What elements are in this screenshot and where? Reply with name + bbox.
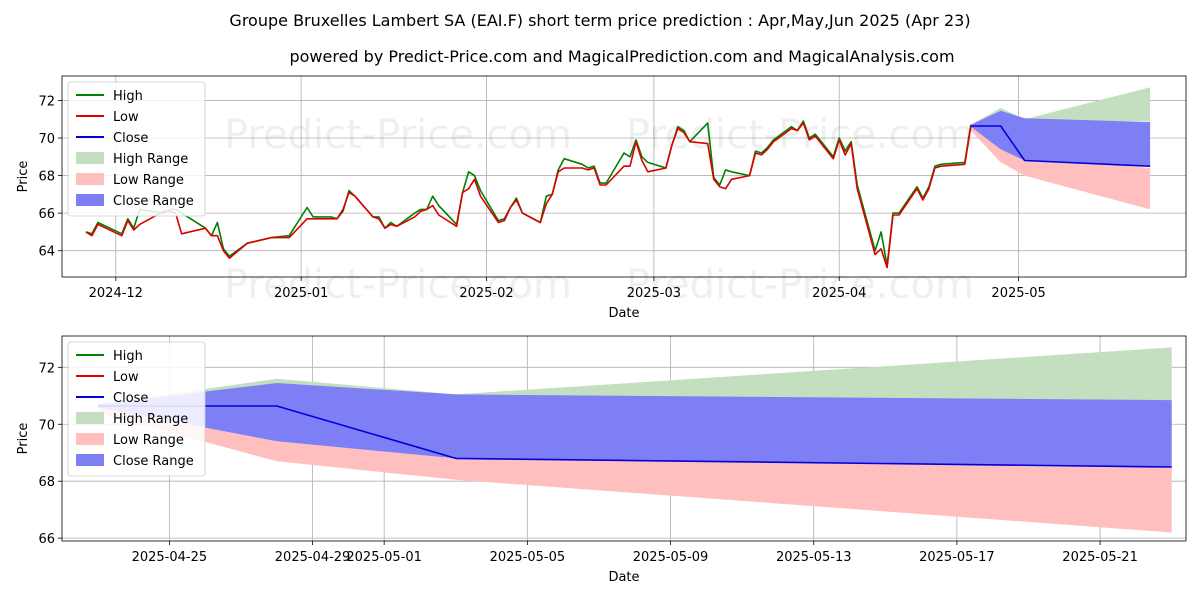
legend-label-high: High xyxy=(113,349,143,364)
legend: High Low Close High Range Low Range Close Ran… xyxy=(67,81,206,217)
watermark-text: Predict-Price.com xyxy=(626,112,974,158)
x-tick-label: 2024-12 xyxy=(89,286,143,301)
legend-label-low: Low xyxy=(113,110,139,125)
x-tick-label: 2025-04-29 xyxy=(275,550,351,565)
chart-title: Groupe Bruxelles Lambert SA (EAI.F) shor… xyxy=(229,11,970,30)
series-low-line xyxy=(85,122,972,269)
legend-label-high-range: High Range xyxy=(113,152,188,167)
series-close-line xyxy=(970,125,1151,167)
x-tick-label: 2025-05-01 xyxy=(346,550,422,565)
legend-label-low-range: Low Range xyxy=(113,433,184,448)
legend-swatch-low-range xyxy=(76,433,104,445)
y-tick-label: 72 xyxy=(38,94,55,109)
legend-label-high: High xyxy=(113,89,143,104)
chart-subtitle: powered by Predict-Price.com and Magical… xyxy=(289,47,954,66)
legend: High Low Close High Range Low Range Close Ran… xyxy=(67,341,206,477)
x-tick-label: 2025-05 xyxy=(991,286,1045,301)
x-tick-label: 2025-04 xyxy=(812,286,866,301)
range-close-range xyxy=(97,383,1172,467)
x-tick-label: 2025-03 xyxy=(627,286,681,301)
x-tick-label: 2025-02 xyxy=(459,286,513,301)
legend-label-close: Close xyxy=(113,131,148,146)
legend-swatch-close-range xyxy=(76,194,104,206)
plot-frame xyxy=(61,75,1187,278)
y-axis-label: Price xyxy=(16,423,31,455)
x-axis-label: Date xyxy=(608,570,639,585)
plot-area xyxy=(85,87,1151,269)
legend-swatch-high-range xyxy=(76,412,104,424)
y-tick-label: 66 xyxy=(38,207,55,222)
x-axis-label: Date xyxy=(608,306,639,321)
x-tick-label: 2025-05-17 xyxy=(919,550,995,565)
legend-label-close: Close xyxy=(113,391,148,406)
legend-swatch-high-range xyxy=(76,152,104,164)
legend-swatch-low-range xyxy=(76,173,104,185)
x-tick-label: 2025-04-25 xyxy=(132,550,208,565)
x-tick-label: 2025-05-13 xyxy=(776,550,852,565)
watermark-text: Predict-Price.com xyxy=(626,262,974,308)
x-tick-label: 2025-05-21 xyxy=(1062,550,1138,565)
y-tick-label: 64 xyxy=(38,245,55,260)
x-tick-label: 2025-01 xyxy=(274,286,328,301)
y-tick-label: 66 xyxy=(38,532,55,547)
y-tick-label: 70 xyxy=(38,132,55,147)
y-axis-label: Price xyxy=(16,161,31,193)
watermark-text: Predict-Price.com xyxy=(224,112,572,158)
legend-label-high-range: High Range xyxy=(113,412,188,427)
range-low-range xyxy=(970,126,1151,210)
plot-area xyxy=(97,347,1172,533)
y-tick-label: 72 xyxy=(38,361,55,376)
legend-swatch-close-range xyxy=(76,454,104,466)
y-tick-label: 70 xyxy=(38,418,55,433)
plot-frame xyxy=(61,335,1187,542)
y-tick-label: 68 xyxy=(38,475,55,490)
chart-panel-2: Predict-Price.comPredict-Price.com2025-0… xyxy=(16,335,1187,585)
x-tick-label: 2025-05-09 xyxy=(633,550,709,565)
legend-label-close-range: Close Range xyxy=(113,454,194,469)
legend-label-low-range: Low Range xyxy=(113,173,184,188)
range-close-range xyxy=(970,110,1151,167)
legend-label-close-range: Close Range xyxy=(113,194,194,209)
watermark-text: Predict-Price.com xyxy=(224,262,572,308)
y-tick-label: 68 xyxy=(38,170,55,185)
x-tick-label: 2025-05-05 xyxy=(490,550,566,565)
chart-panel-1: Predict-Price.com Predict-Price.com Predic… xyxy=(16,75,1187,321)
range-low-range xyxy=(97,407,1172,533)
legend-label-low: Low xyxy=(113,370,139,385)
